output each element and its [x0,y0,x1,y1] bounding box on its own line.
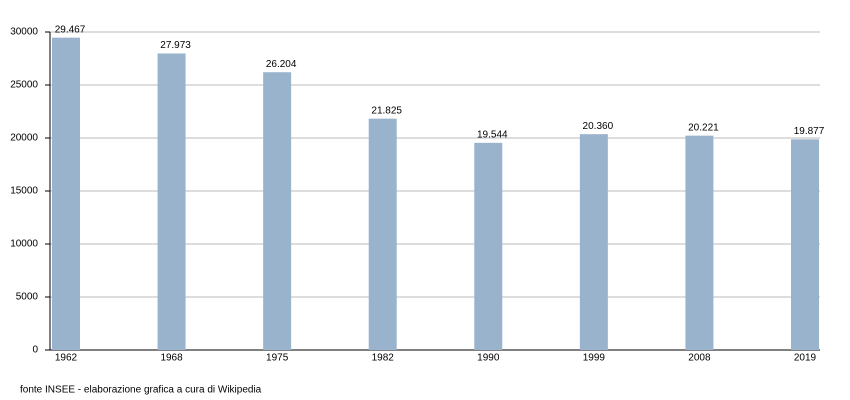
x-tick-label: 1999 [583,353,606,364]
x-tick-label: 1975 [266,353,289,364]
y-tick-label: 30000 [10,27,38,38]
x-tick-label: 2019 [794,353,817,364]
bar [579,134,608,350]
x-tick-label: 1962 [55,353,78,364]
bar [791,139,819,350]
bar [474,142,503,350]
y-tick-label: 10000 [10,239,38,250]
x-tick-label: 1990 [477,353,500,364]
bar [685,135,714,350]
bar [157,53,186,350]
bar [263,72,292,350]
value-label: 20.360 [583,121,614,132]
value-label: 19.877 [794,126,825,137]
bar [52,37,80,350]
x-tick-label: 1968 [160,353,183,364]
source-note: fonte INSEE - elaborazione grafica a cur… [20,385,262,396]
y-tick-label: 15000 [10,186,38,197]
value-label: 20.221 [688,122,719,133]
value-label: 29.467 [55,24,86,35]
y-tick-label: 0 [32,345,38,356]
y-tick-label: 25000 [10,80,38,91]
value-label: 26.204 [266,59,297,70]
bar [368,118,397,350]
y-tick-label: 5000 [16,292,39,303]
x-tick-label: 1982 [372,353,395,364]
y-tick-label: 20000 [10,133,38,144]
value-label: 21.825 [371,105,402,116]
value-label: 27.973 [160,40,191,51]
value-label: 19.544 [477,129,508,140]
x-tick-label: 2008 [688,353,711,364]
